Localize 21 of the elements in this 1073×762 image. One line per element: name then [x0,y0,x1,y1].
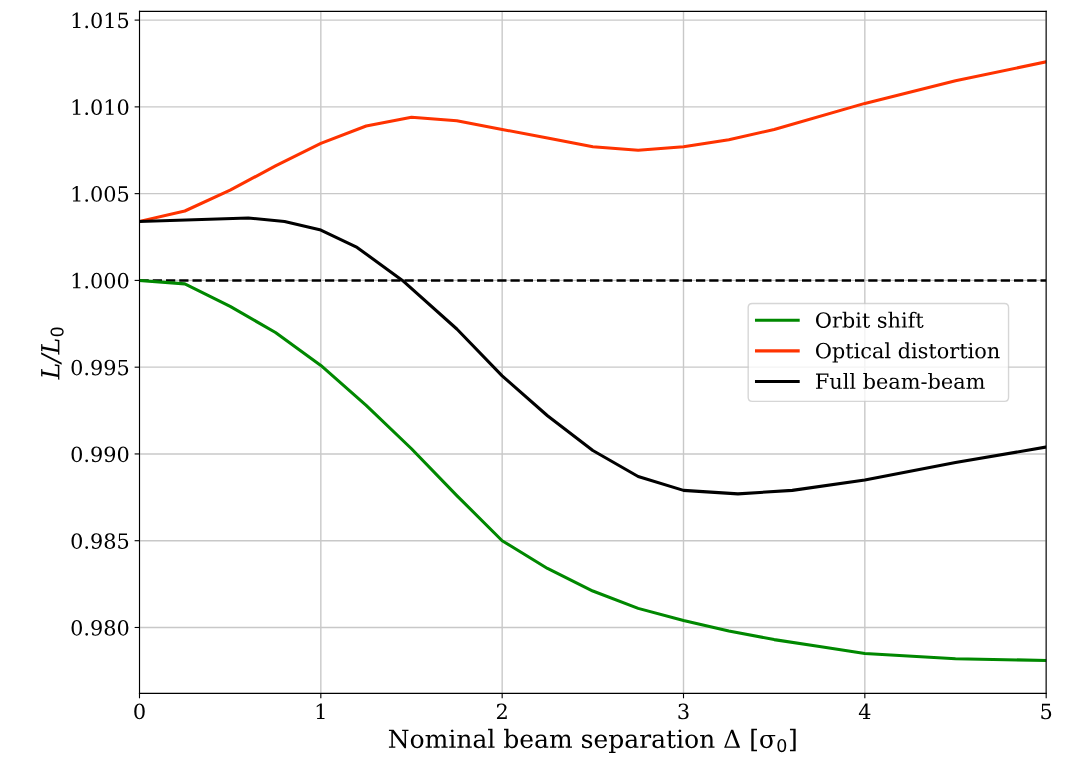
x-tick-label: 1 [316,703,325,719]
y-tick-label: 1.010 [72,99,129,116]
y-tick-label: 0.995 [71,359,129,376]
y-tick-label: 0.985 [71,533,129,549]
x-tick-label: 5 [1041,703,1052,720]
y-tick-label: 1.000 [72,272,129,289]
y-tick-label: 1.015 [72,12,129,29]
x-tick-label: 4 [858,703,871,719]
y-tick-label: 0.980 [71,619,129,636]
legend-label: Full beam-beam [815,372,985,390]
x-tick-label: 0 [134,703,145,720]
legend-label: Optical distortion [816,342,1000,363]
y-tick-label: 0.990 [71,446,129,463]
y-axis-title: L/L$_{0}$ [41,327,64,380]
legend-label: Orbit shift [816,311,924,328]
x-tick-label: 3 [678,703,689,720]
line-series [139,278,1047,662]
x-tick-label: 2 [496,703,507,719]
x-axis-title: Nominal beam separation Δ [σ$_{0}$] [388,728,796,754]
line-series [139,60,1047,223]
y-tick-label: 1.005 [72,186,129,202]
